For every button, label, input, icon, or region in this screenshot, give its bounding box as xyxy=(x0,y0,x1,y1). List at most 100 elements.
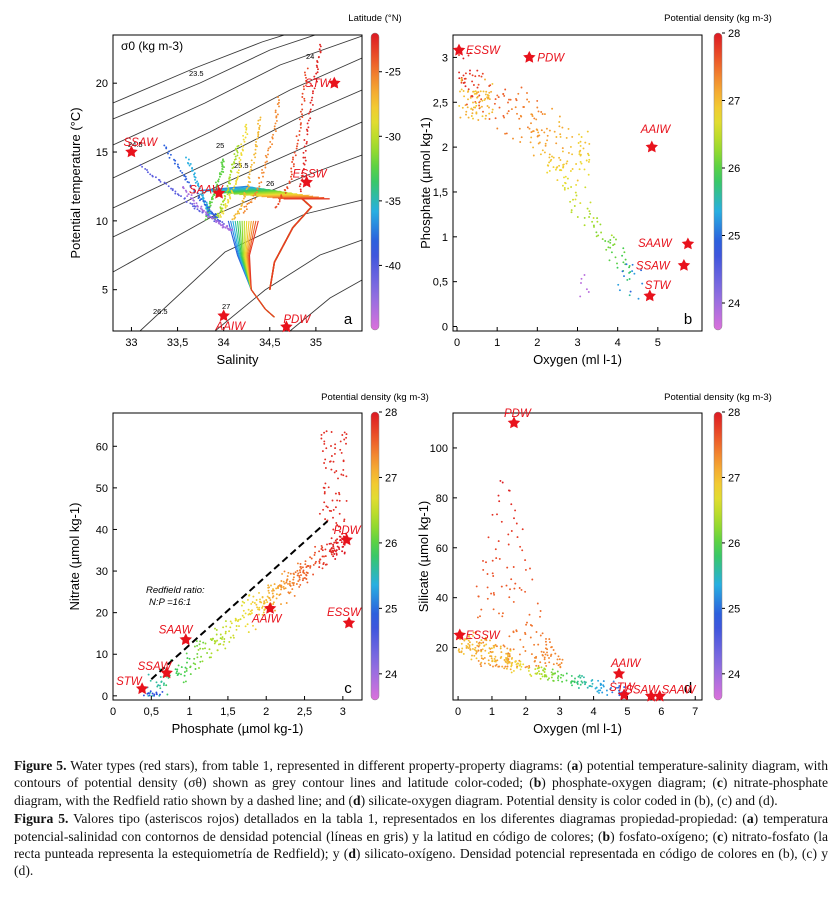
data-point xyxy=(299,188,302,191)
data-point xyxy=(340,541,343,544)
data-point xyxy=(586,130,589,133)
water-type-star-saaw xyxy=(179,633,192,645)
data-point xyxy=(480,654,483,657)
water-type-star-aaiw xyxy=(263,601,277,614)
data-point xyxy=(311,96,314,99)
data-point xyxy=(561,150,564,153)
data-point xyxy=(478,74,481,77)
data-point xyxy=(226,185,229,187)
data-point xyxy=(226,190,228,193)
data-point xyxy=(460,642,463,645)
data-point xyxy=(301,92,304,95)
data-point xyxy=(284,191,287,194)
data-point xyxy=(224,630,227,633)
data-point xyxy=(575,194,578,197)
data-point xyxy=(544,142,547,145)
data-point xyxy=(280,603,282,606)
water-type-star-essw xyxy=(342,616,356,629)
data-point xyxy=(244,625,247,628)
data-point xyxy=(217,216,220,218)
data-point xyxy=(166,693,169,696)
x-tick-label: 6 xyxy=(658,706,664,718)
data-point xyxy=(625,263,628,266)
data-point xyxy=(553,130,556,133)
data-point xyxy=(301,566,304,569)
data-point xyxy=(557,675,560,678)
panel-c: Redfield ratio:N:P =16:10 0,5 1 1,5 2 2,5 3010… xyxy=(67,412,363,736)
water-type-label-pdw: PDW xyxy=(334,525,362,537)
data-point xyxy=(239,618,242,621)
data-point xyxy=(482,90,485,93)
data-point xyxy=(472,90,475,93)
data-point xyxy=(222,643,225,646)
data-point xyxy=(243,616,245,619)
data-point xyxy=(519,668,522,671)
data-point xyxy=(271,589,274,592)
data-point xyxy=(290,170,293,173)
data-point xyxy=(613,243,616,246)
data-point xyxy=(193,202,196,205)
data-point xyxy=(295,583,298,585)
data-point xyxy=(480,661,483,664)
data-point xyxy=(258,176,261,179)
data-point xyxy=(478,641,481,644)
data-point xyxy=(220,224,223,227)
data-point xyxy=(321,555,324,558)
data-point xyxy=(491,659,494,662)
data-point xyxy=(219,215,222,218)
data-point xyxy=(236,178,239,181)
data-point xyxy=(509,588,511,591)
data-point xyxy=(554,672,557,675)
data-point xyxy=(332,555,335,558)
data-point xyxy=(290,173,293,176)
data-point xyxy=(497,494,500,497)
data-point xyxy=(580,162,583,165)
data-point xyxy=(471,80,474,83)
data-point xyxy=(168,156,171,159)
data-point xyxy=(546,648,549,651)
data-point xyxy=(224,197,226,200)
data-point xyxy=(345,433,348,436)
water-type-label-pdw: PDW xyxy=(537,52,565,64)
colorbar-tick-label: 26 xyxy=(385,538,397,550)
data-point xyxy=(208,206,211,209)
density-contour xyxy=(113,121,362,238)
data-point xyxy=(475,112,478,115)
data-point xyxy=(618,289,621,292)
contour-label: 25 xyxy=(216,141,224,150)
data-point xyxy=(335,553,338,556)
data-point xyxy=(492,644,495,647)
x-tick-label: 1 xyxy=(489,706,495,718)
data-point xyxy=(280,588,283,591)
water-type-label-stw: STW xyxy=(645,280,672,292)
data-point xyxy=(567,151,570,154)
data-point xyxy=(278,99,280,102)
data-point xyxy=(320,433,323,436)
data-point xyxy=(179,169,182,172)
profile-line xyxy=(269,196,319,290)
data-point xyxy=(558,121,561,123)
data-point xyxy=(629,290,632,293)
data-point xyxy=(229,197,232,200)
x-tick-label: 0 xyxy=(110,706,116,718)
data-point xyxy=(248,173,251,176)
data-point xyxy=(194,663,197,666)
data-point xyxy=(209,215,212,218)
data-point xyxy=(460,81,463,84)
data-point xyxy=(323,442,326,445)
data-point xyxy=(252,194,255,197)
data-point xyxy=(565,162,568,165)
data-point xyxy=(510,503,513,506)
water-type-star-saaw xyxy=(212,186,226,199)
water-type-label-saaw: SAAW xyxy=(189,184,224,196)
data-point xyxy=(474,90,477,93)
data-point xyxy=(485,638,487,641)
data-point xyxy=(505,584,508,587)
data-point xyxy=(202,210,205,213)
colorbar-tick-label: 27 xyxy=(728,96,740,108)
data-point xyxy=(304,560,307,563)
data-point xyxy=(631,263,634,266)
data-point xyxy=(558,663,561,666)
data-point xyxy=(148,694,151,697)
y-tick-label: 80 xyxy=(436,493,448,505)
